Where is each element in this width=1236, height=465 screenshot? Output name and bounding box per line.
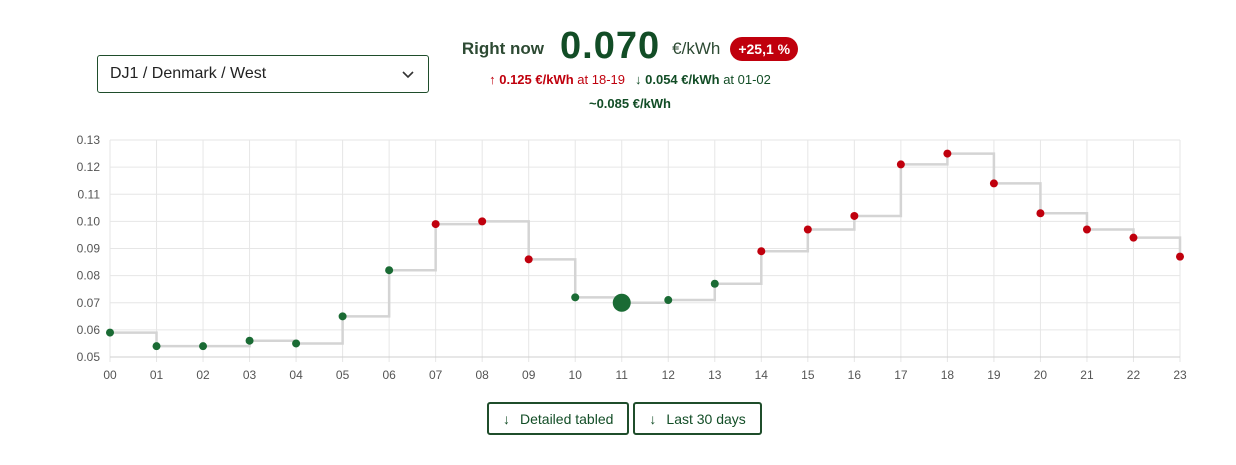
price-point bbox=[152, 342, 161, 351]
x-tick-label: 14 bbox=[755, 368, 769, 382]
x-tick-label: 15 bbox=[801, 368, 815, 382]
price-point bbox=[757, 247, 766, 256]
y-tick-label: 0.08 bbox=[77, 269, 101, 283]
price-point bbox=[199, 342, 208, 351]
price-point bbox=[292, 339, 301, 348]
price-chart: 0.05 0.06 0.07 0.08 0.09 0.10 0.11 0.12 0.13 00 01… bbox=[77, 133, 1187, 382]
x-tick-label: 08 bbox=[475, 368, 489, 382]
detailed-table-button[interactable]: ↓ Detailed tabled bbox=[487, 402, 630, 435]
max-price: ↑ 0.125 €/kWh at 18-19 bbox=[489, 72, 625, 92]
arrow-down-icon: ↓ bbox=[649, 410, 657, 427]
price-point bbox=[571, 293, 580, 302]
arrow-down-icon: ↓ bbox=[503, 410, 510, 427]
x-tick-label: 06 bbox=[382, 368, 396, 382]
price-point bbox=[478, 217, 487, 226]
x-tick-label: 03 bbox=[243, 368, 257, 382]
price-point bbox=[245, 336, 254, 345]
x-tick-label: 17 bbox=[894, 368, 908, 382]
min-price: ↓ 0.054 €/kWh at 01-02 bbox=[635, 72, 771, 92]
price-change-badge: +25,1 % bbox=[730, 37, 799, 61]
x-tick-label: 20 bbox=[1034, 368, 1048, 382]
x-tick-label: 11 bbox=[616, 368, 629, 382]
detailed-table-label: Detailed tabled bbox=[520, 410, 614, 427]
min-price-value: 0.054 €/kWh bbox=[645, 72, 720, 87]
y-tick-label: 0.09 bbox=[77, 242, 101, 256]
x-tick-label: 16 bbox=[848, 368, 862, 382]
price-point bbox=[850, 211, 859, 220]
x-tick-label: 04 bbox=[289, 368, 303, 382]
min-max-row: ↑ 0.125 €/kWh at 18-19 ↓ 0.054 €/kWh at … bbox=[440, 72, 820, 92]
y-tick-label: 0.07 bbox=[77, 296, 101, 310]
price-point bbox=[943, 149, 952, 158]
price-point bbox=[1082, 225, 1091, 234]
price-point bbox=[1129, 233, 1138, 242]
x-tick-label: 13 bbox=[708, 368, 722, 382]
last-30-days-button[interactable]: ↓ Last 30 days bbox=[633, 402, 762, 435]
x-tick-label: 09 bbox=[522, 368, 536, 382]
price-point bbox=[1036, 209, 1045, 218]
x-tick-label: 07 bbox=[429, 368, 443, 382]
current-price-point bbox=[612, 293, 631, 312]
price-point bbox=[385, 266, 394, 275]
x-tick-label: 21 bbox=[1080, 368, 1094, 382]
action-buttons: ↓ Detailed tabled ↓ Last 30 days bbox=[487, 402, 762, 435]
current-price-unit: €/kWh bbox=[672, 39, 721, 58]
x-tick-label: 10 bbox=[569, 368, 583, 382]
x-tick-label: 02 bbox=[196, 368, 210, 382]
x-tick-label: 00 bbox=[103, 368, 117, 382]
y-tick-label: 0.06 bbox=[77, 323, 101, 337]
price-point bbox=[106, 328, 114, 337]
price-point bbox=[989, 179, 998, 188]
price-point bbox=[710, 279, 719, 288]
y-tick-label: 0.11 bbox=[78, 187, 101, 201]
max-price-value: 0.125 €/kWh bbox=[499, 72, 574, 87]
region-select[interactable]: DJ1 / Denmark / West bbox=[97, 55, 429, 93]
x-tick-label: 19 bbox=[987, 368, 1001, 382]
price-point bbox=[664, 296, 673, 305]
average-price: ~0.085 €/kWh bbox=[588, 96, 672, 111]
arrow-up-icon: ↑ bbox=[489, 72, 496, 87]
price-point bbox=[896, 160, 905, 169]
x-tick-label: 23 bbox=[1173, 368, 1187, 382]
arrow-down-icon: ↓ bbox=[635, 72, 642, 87]
current-price-label: Right now bbox=[461, 39, 545, 58]
price-point bbox=[803, 225, 812, 234]
price-point bbox=[431, 220, 440, 229]
price-step-line bbox=[110, 152, 1182, 348]
price-point bbox=[1176, 252, 1184, 261]
x-tick-label: 22 bbox=[1127, 368, 1141, 382]
x-tick-label: 18 bbox=[941, 368, 955, 382]
current-price-row: Right now 0.070 €/kWh +25,1 % bbox=[440, 20, 820, 72]
x-tick-label: 12 bbox=[662, 368, 676, 382]
price-point bbox=[338, 312, 347, 321]
y-tick-label: 0.10 bbox=[77, 214, 101, 228]
current-price-value: 0.070 bbox=[560, 24, 661, 67]
x-tick-label: 05 bbox=[336, 368, 350, 382]
price-summary: Right now 0.070 €/kWh +25,1 % ↑ 0.125 €/… bbox=[440, 20, 820, 111]
y-tick-label: 0.13 bbox=[77, 133, 101, 147]
price-point bbox=[524, 255, 533, 264]
max-price-time: at 18-19 bbox=[577, 72, 625, 87]
x-tick-label: 01 bbox=[150, 368, 164, 382]
y-tick-label: 0.12 bbox=[77, 160, 101, 174]
chevron-down-icon bbox=[400, 66, 416, 82]
region-select-value: DJ1 / Denmark / West bbox=[110, 65, 267, 82]
last-30-days-label: Last 30 days bbox=[666, 410, 746, 427]
min-price-time: at 01-02 bbox=[723, 72, 771, 87]
y-tick-label: 0.05 bbox=[77, 350, 101, 364]
